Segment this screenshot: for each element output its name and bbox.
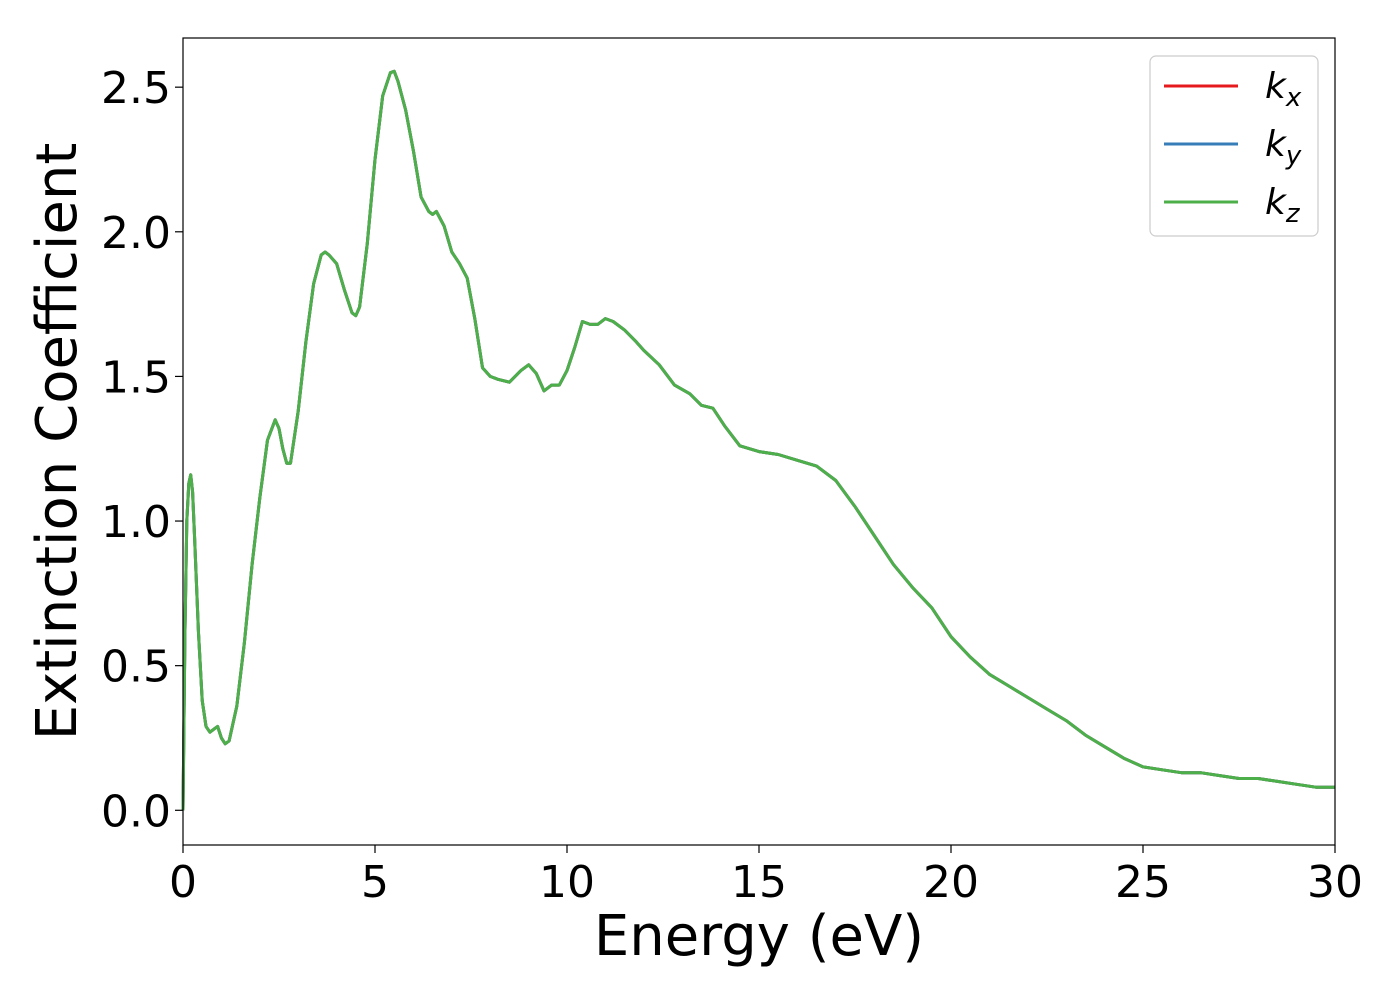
y-axis: 0.0 0.5 1.0 1.5 2.0 2.5 <box>101 63 183 837</box>
legend-label-base: k <box>1265 124 1288 165</box>
legend-label-subscript: x <box>1285 83 1302 113</box>
legend-label-base: k <box>1265 182 1288 223</box>
x-tick-label: 5 <box>361 857 389 908</box>
legend-label: kz <box>1265 182 1301 229</box>
y-tick-label: 1.0 <box>101 497 171 548</box>
x-axis-label: Energy (eV) <box>594 904 924 969</box>
legend-label: ky <box>1265 124 1302 171</box>
x-tick-label: 15 <box>731 857 787 908</box>
legend-label-subscript: y <box>1285 141 1302 171</box>
x-tick-label: 25 <box>1115 857 1171 908</box>
x-axis: 0 5 10 15 20 25 30 <box>169 845 1363 908</box>
y-tick-label: 0.0 <box>101 786 171 837</box>
y-tick-label: 1.5 <box>101 352 171 403</box>
plot-lines <box>181 69 1335 811</box>
x-tick-label: 20 <box>923 857 979 908</box>
x-tick-label: 0 <box>169 857 197 908</box>
legend-label-subscript: z <box>1285 199 1301 229</box>
y-tick-label: 0.5 <box>101 642 171 693</box>
y-tick-label: 2.5 <box>101 63 171 114</box>
y-axis-label: Extinction Coefficient <box>25 143 90 741</box>
x-tick-label: 10 <box>539 857 595 908</box>
series-line-k-z <box>181 69 1335 811</box>
legend-label-base: k <box>1265 66 1288 107</box>
x-tick-label: 30 <box>1307 857 1363 908</box>
y-tick-label: 2.0 <box>101 208 171 259</box>
legend-box <box>1149 55 1319 237</box>
legend-label: kx <box>1265 66 1302 113</box>
